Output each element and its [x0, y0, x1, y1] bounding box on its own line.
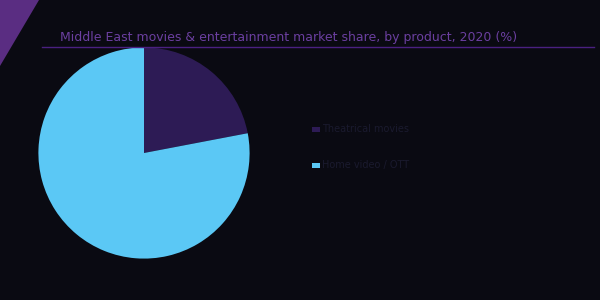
Text: Middle East movies & entertainment market share, by product, 2020 (%): Middle East movies & entertainment marke… — [60, 32, 517, 44]
Wedge shape — [144, 47, 248, 153]
Text: Home video / OTT: Home video / OTT — [322, 160, 409, 170]
Text: Theatrical movies: Theatrical movies — [322, 124, 409, 134]
Wedge shape — [38, 47, 250, 259]
